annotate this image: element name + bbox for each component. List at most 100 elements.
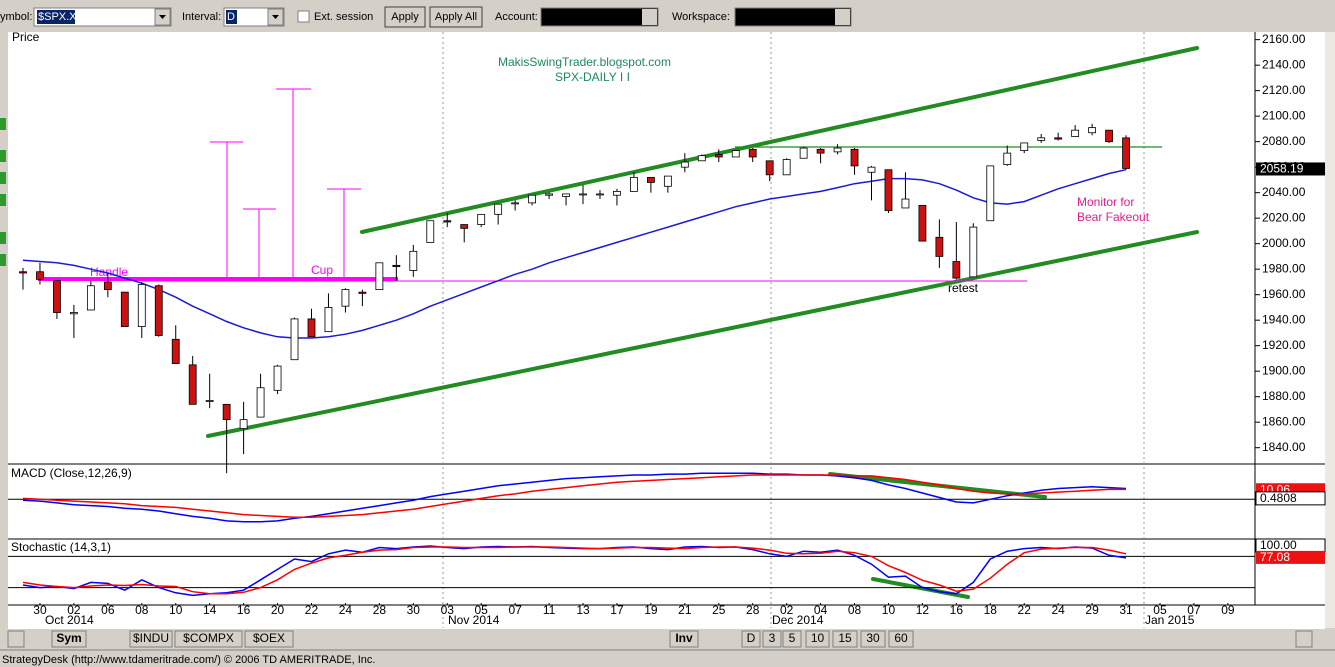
x-tick-label: 07 — [508, 603, 522, 617]
candle-body — [460, 224, 469, 229]
watermark: SPX-DAILY I I — [555, 70, 630, 84]
candle-body — [867, 166, 876, 173]
x-tick-label: 02 — [67, 603, 81, 617]
x-tick-label: 29 — [1085, 603, 1099, 617]
value-label: 77.08 — [1260, 550, 1290, 564]
candle-body — [1105, 129, 1113, 143]
candle-body — [1037, 137, 1046, 141]
candle-body — [443, 220, 452, 223]
selection — [226, 10, 237, 24]
candle-body — [375, 262, 384, 290]
series-line — [22, 474, 1126, 519]
tab-label: 15 — [838, 631, 852, 645]
workspace-label: Workspace: — [672, 11, 730, 23]
x-tick-label: 21 — [678, 603, 692, 617]
candle-body — [613, 190, 621, 196]
candle-body — [765, 160, 774, 176]
tab-label: 5 — [789, 631, 796, 645]
checkbox[interactable] — [297, 10, 310, 23]
annotation: Monitor for — [1077, 195, 1134, 209]
scrollbar[interactable] — [1325, 32, 1335, 628]
x-tick-label: 05 — [475, 603, 489, 617]
pane-title: Stochastic (14,3,1) — [11, 540, 111, 554]
tab-button[interactable] — [805, 630, 830, 648]
value-label: 100.00 — [1260, 538, 1297, 552]
candle-body — [969, 226, 978, 278]
tab-button[interactable] — [860, 630, 886, 648]
candle-body — [53, 280, 61, 313]
annotation: Cup — [311, 263, 333, 277]
scroll-right[interactable] — [1295, 630, 1313, 648]
apply-text: Apply — [391, 11, 419, 23]
status-text: StrategyDesk (http://www.tdameritrade.co… — [2, 654, 375, 666]
tab-button[interactable] — [244, 630, 294, 648]
candle-body — [154, 285, 163, 336]
y-tick-label: 2000.00 — [1262, 236, 1306, 250]
candle-body — [986, 165, 995, 222]
symbol-label: ymbol: — [0, 11, 32, 23]
cup-handle-drawing — [38, 88, 1027, 282]
candle-body — [426, 220, 435, 243]
y-tick-label: 1920.00 — [1262, 338, 1306, 352]
account-input[interactable] — [540, 7, 659, 27]
candle-body — [1003, 152, 1012, 166]
tab-button[interactable] — [51, 630, 87, 648]
pane-title: MACD (Close,12,26,9) — [11, 466, 132, 480]
candle-body — [901, 198, 910, 209]
tab-label: Sym — [56, 631, 81, 645]
month-dividers — [442, 32, 1145, 628]
candle-body — [511, 202, 520, 205]
candle-body — [731, 150, 740, 158]
x-tick-label: 25 — [712, 603, 726, 617]
y-tick-label: 1980.00 — [1262, 261, 1306, 275]
selection — [37, 10, 75, 24]
scroll-left[interactable] — [7, 630, 25, 648]
candle-body — [714, 154, 723, 158]
tab-button[interactable] — [782, 630, 802, 648]
apply-button[interactable] — [384, 6, 426, 28]
candle-body — [205, 400, 214, 402]
annotation: retest — [948, 281, 979, 295]
value-box — [1256, 162, 1325, 176]
candle-body — [86, 285, 95, 311]
tab-label: 10 — [811, 631, 825, 645]
candle-body — [358, 291, 367, 294]
candle-body — [307, 318, 316, 338]
candle-body — [646, 176, 655, 183]
candle-body — [494, 203, 503, 215]
dropdown-arrow — [272, 15, 279, 19]
month-label: Oct 2014 — [45, 613, 94, 627]
tab-button[interactable] — [762, 630, 782, 648]
x-tick-label: 24 — [1051, 603, 1065, 617]
tab-button[interactable] — [832, 630, 858, 648]
dropdown[interactable] — [642, 9, 657, 25]
tab-button[interactable] — [129, 630, 173, 648]
side-icons — [0, 118, 6, 266]
tab-button[interactable] — [669, 630, 699, 648]
candle-body — [884, 169, 893, 211]
x-tick-label: 22 — [305, 603, 319, 617]
candle-body — [952, 261, 961, 279]
account-label: Account: — [495, 11, 538, 23]
y-tick-label: 2140.00 — [1262, 57, 1306, 71]
candle-body — [748, 148, 757, 158]
tab-button[interactable] — [888, 630, 914, 648]
candle-body — [680, 161, 689, 168]
workspace-input[interactable] — [734, 7, 852, 27]
x-tick-label: 08 — [135, 603, 149, 617]
apply-all-button[interactable] — [429, 6, 483, 28]
x-tick-label: 11 — [543, 603, 556, 617]
y-tick-label: 1860.00 — [1262, 414, 1306, 428]
watermark: MakisSwingTrader.blogspot.com — [498, 55, 671, 69]
x-tick-label: 06 — [101, 603, 115, 617]
tab-button[interactable] — [174, 630, 243, 648]
candle-body — [273, 365, 282, 391]
y-tick-label: 1840.00 — [1262, 440, 1306, 454]
dropdown[interactable] — [835, 9, 850, 25]
x-tick-label: 13 — [576, 603, 590, 617]
tab-button[interactable] — [741, 630, 761, 648]
y-tick-label: 1880.00 — [1262, 389, 1306, 403]
y-tick-label: 2040.00 — [1262, 185, 1306, 199]
candle-body — [19, 271, 27, 274]
